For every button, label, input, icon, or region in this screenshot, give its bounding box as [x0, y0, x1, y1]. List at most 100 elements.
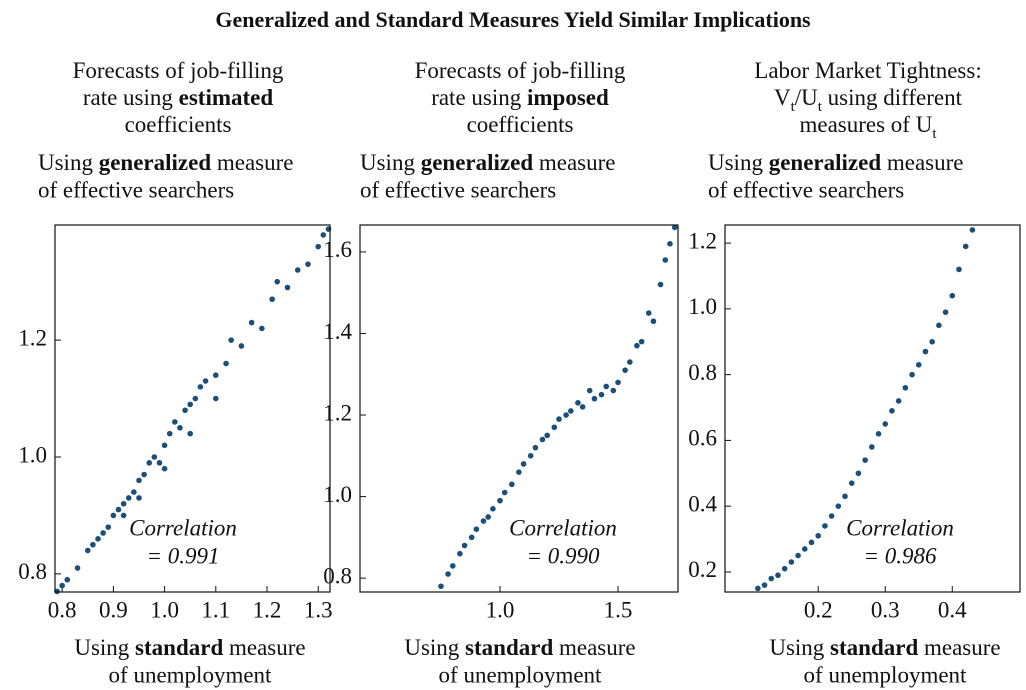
point: [645, 310, 652, 316]
x-tick-label: 0.2: [804, 597, 833, 622]
y-tick-label: 1.2: [323, 400, 352, 425]
point: [568, 408, 574, 414]
point: [177, 424, 183, 431]
panel-title: coefficients: [125, 112, 232, 137]
point: [508, 481, 515, 488]
y-tick-label: 0.2: [688, 557, 717, 582]
y-axis-label-part: generalized: [769, 150, 882, 175]
y-tick-label: 1.2: [18, 325, 47, 350]
x-axis-label: Using standard measure: [74, 635, 305, 660]
point: [532, 444, 539, 451]
chart-title: Generalized and Standard Measures Yield …: [215, 7, 811, 32]
point: [828, 513, 835, 519]
point: [238, 343, 245, 349]
point: [228, 337, 234, 343]
point: [120, 500, 127, 507]
panel-title-part: coefficients: [467, 112, 574, 137]
point: [115, 506, 122, 513]
point: [795, 552, 801, 559]
panel-title-part: V: [774, 85, 791, 110]
point: [187, 401, 193, 408]
point: [650, 318, 657, 325]
x-axis-label: Using standard measure: [769, 635, 1000, 660]
point: [634, 342, 640, 349]
y-axis-label-part: Using: [38, 150, 99, 175]
point: [223, 360, 229, 367]
point: [615, 379, 621, 386]
point: [248, 319, 255, 326]
panel-title: measures of Ut: [799, 112, 937, 142]
point: [556, 416, 562, 422]
x-tick-label: 1.0: [150, 597, 179, 622]
point: [855, 470, 862, 477]
point: [161, 465, 168, 472]
x-axis-label-part: Using: [769, 635, 830, 660]
point: [320, 232, 327, 238]
point: [213, 372, 219, 378]
x-axis-label: Using standard measure: [404, 635, 635, 660]
point: [956, 266, 962, 273]
point: [586, 387, 593, 394]
point: [259, 325, 265, 332]
point: [84, 547, 91, 554]
point: [166, 430, 173, 437]
x-axis-label: of unemployment: [109, 662, 272, 687]
y-axis-label: of effective searchers: [708, 177, 904, 202]
point: [445, 571, 451, 577]
point: [461, 542, 468, 549]
point: [100, 530, 106, 536]
plot-frame: [724, 224, 1021, 593]
y-tick-label: 0.6: [688, 426, 717, 451]
annotation: = 0.991: [146, 543, 219, 568]
point: [438, 583, 444, 590]
y-axis-label: of effective searchers: [38, 177, 234, 202]
plot-frame: [54, 224, 331, 593]
point: [305, 261, 311, 267]
point: [598, 391, 605, 398]
x-tick-label: 0.4: [938, 597, 967, 622]
point: [274, 278, 281, 285]
point: [539, 436, 546, 443]
annotation: = 0.986: [863, 543, 937, 568]
point: [671, 224, 678, 231]
point: [610, 387, 617, 394]
point: [74, 565, 81, 571]
point: [657, 281, 664, 288]
point: [449, 563, 456, 569]
point: [468, 534, 475, 541]
point: [269, 296, 275, 303]
point: [862, 457, 868, 463]
point: [457, 550, 463, 557]
point: [801, 546, 808, 552]
point: [105, 524, 112, 530]
point: [962, 243, 969, 250]
point: [835, 503, 842, 509]
y-tick-label: 1.0: [688, 294, 717, 319]
panel-title-part: Forecasts of job-filling: [415, 58, 626, 83]
point: [869, 444, 875, 450]
y-axis-label: Using generalized measure: [360, 150, 616, 175]
y-tick-label: 1.4: [323, 319, 352, 344]
y-axis-label-part: measure: [211, 150, 293, 175]
point: [895, 398, 902, 404]
panel-title-part: Labor Market Tightness:: [754, 58, 981, 83]
x-tick-label: 1.0: [486, 597, 515, 622]
point: [156, 460, 163, 466]
y-axis-label-part: generalized: [99, 150, 212, 175]
x-tick-label: 1.3: [304, 597, 333, 622]
point: [662, 257, 669, 263]
point: [848, 480, 855, 486]
point: [516, 469, 522, 475]
panel-title-part: t: [818, 99, 823, 115]
panel-title: rate using estimated: [83, 85, 274, 110]
point: [110, 512, 117, 519]
y-axis-label-part: measure: [881, 150, 963, 175]
point: [125, 495, 132, 501]
x-axis-label: of unemployment: [804, 662, 967, 687]
point: [822, 523, 828, 529]
panel-title: rate using imposed: [431, 85, 609, 110]
point: [64, 576, 71, 583]
point: [59, 582, 65, 589]
